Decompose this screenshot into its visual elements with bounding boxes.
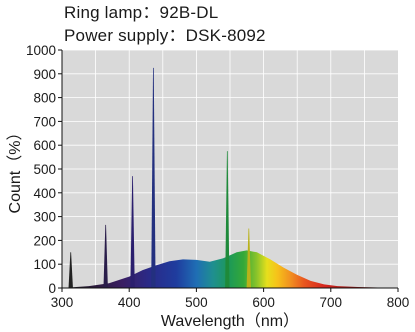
- x-tick-label: 300: [51, 295, 74, 310]
- spectral-peak: [130, 176, 135, 288]
- y-tick-label: 900: [33, 67, 56, 82]
- spectral-peak: [68, 252, 73, 288]
- y-tick-label: 300: [33, 210, 56, 225]
- y-tick-labels: 0 100 200 300 400 500 600 700 800 900 1000: [26, 43, 56, 296]
- ring-lamp-label: Ring lamp：92B-DL: [64, 3, 219, 22]
- y-tick-label: 100: [33, 257, 56, 272]
- y-tick-label: 500: [33, 162, 56, 177]
- spectral-peak: [246, 228, 252, 288]
- y-tick-label: 200: [33, 233, 56, 248]
- y-tick-label: 600: [33, 138, 56, 153]
- spectral-peak: [151, 67, 156, 288]
- spectral-peak: [103, 224, 108, 288]
- spectral-peaks: [68, 67, 252, 288]
- y-tick-label: 0: [48, 281, 56, 296]
- spectral-peak: [225, 151, 230, 288]
- y-tick-label: 1000: [26, 43, 56, 58]
- x-tick-label: 700: [320, 295, 343, 310]
- y-tick-label: 400: [33, 186, 56, 201]
- y-tick-label: 800: [33, 91, 56, 106]
- x-tick-label: 800: [387, 295, 410, 310]
- spectrum-band: [62, 250, 398, 288]
- x-axis-title: Wavelength（nm）: [161, 312, 299, 330]
- axes: [58, 49, 399, 292]
- x-tick-labels: 300 400 500 600 700 800: [51, 295, 410, 310]
- x-tick-label: 400: [118, 295, 141, 310]
- y-axis-title: Count（%）: [6, 125, 24, 214]
- y-tick-label: 700: [33, 114, 56, 129]
- grid-lines: [62, 49, 398, 289]
- x-tick-label: 600: [252, 295, 275, 310]
- power-supply-label: Power supply：DSK-8092: [64, 26, 266, 45]
- x-tick-label: 500: [185, 295, 208, 310]
